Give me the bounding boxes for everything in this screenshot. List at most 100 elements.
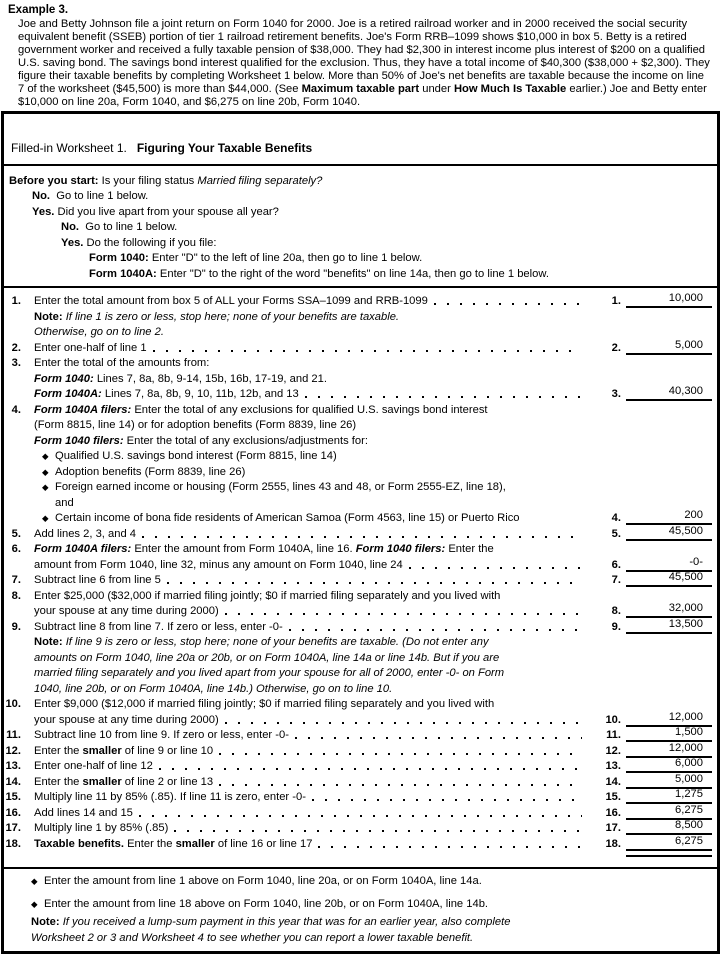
text-run: Yes. [32,205,55,218]
worksheet-line: No. Go to line 1 below. [9,188,717,204]
text-run: smaller [175,837,215,850]
line-number: 8. [11,589,21,602]
dot-leader [294,737,582,739]
line-text: Yes. Do the following if you file: [9,237,216,250]
line-text: Note: If line 1 is zero or less, stop he… [34,311,399,324]
amount-value: 12,000 [626,742,712,758]
text-run: Taxable benefits. [34,837,128,850]
worksheet-line: ◆ Foreign earned income or housing (Form … [4,479,712,495]
line-text: ◆ Adoption benefits (Form 8839, line 26) [34,466,245,479]
worksheet-line: Form 1040 filers: Enter the total of any… [4,432,712,448]
line-text: Otherwise, go on to line 2. [34,326,164,339]
line-text: ◆ Foreign earned income or housing (Form … [34,481,506,494]
worksheet-box: Filled-in Worksheet 1. Figuring Your Taxa… [1,111,720,954]
line-number: 16. [5,806,21,819]
line-text: ◆ Certain income of bona fide residents o… [34,512,520,525]
worksheet-line: Yes. Do the following if you file: [9,234,717,250]
dot-leader [174,830,582,832]
line-number: 11. [6,729,21,741]
line-ref: 6. [611,558,621,571]
worksheet-line: 10. Enter $9,000 ($12,000 if married fili… [4,696,712,712]
line-number: 2. [11,341,21,354]
amount-value: 5,000 [626,773,712,789]
amount-value: 45,500 [626,525,712,541]
line-number: 12. [5,744,21,757]
worksheet-line: 12. Enter the smaller of line 9 or line 1… [4,742,712,758]
text-run: Subtract line 8 from line 7. If zero or … [34,620,283,633]
line-text: Enter the smaller of line 9 or line 10 [34,745,213,758]
worksheet-line: Form 1040A: Lines 7, 8a, 8b, 9, 10, 11b,… [4,385,712,401]
line-text: 1040, line 20b, or on Form 1040A, line 1… [34,683,392,696]
line-text: amount from Form 1040, line 32, minus an… [34,559,403,572]
text-run: of line 2 or line 13 [121,775,214,788]
diamond-bullet-icon: ◆ [42,513,49,523]
worksheet-line: 3. Enter the total of the amounts from: [4,355,712,371]
dot-leader [219,783,582,786]
line-ref: 4. [611,512,621,524]
text-run: Enter the [448,543,494,555]
line-text: and [34,497,74,510]
text-run: Enter the amount from line 18 above on F… [44,897,489,910]
worksheet-title-prefix: Filled-in Worksheet 1. [11,141,127,155]
line-ref: 11. [606,729,621,741]
text-run: under [419,83,454,95]
line-ref: 18. [605,837,621,850]
line-ref: 8. [611,605,621,617]
line-text: Worksheet 2 or 3 and Worksheet 4 to see … [31,932,473,945]
line-ref: 9. [611,620,621,633]
text-run: Enter the amount from line 1 above on Fo… [44,875,482,887]
line-text: Yes. Did you live apart from your spouse… [9,206,279,219]
line-text: amounts on Form 1040, line 20a or 20b, o… [34,652,499,665]
worksheet-title: Filled-in Worksheet 1. Figuring Your Taxa… [4,114,717,164]
line-text: ◆ Qualified U.S. savings bond interest (F… [34,450,337,463]
line-number: 9. [11,620,21,633]
worksheet-line: ◆ Adoption benefits (Form 8839, line 26) [4,463,712,479]
line-ref: 13. [605,760,621,772]
amount-value: 45,500 [626,571,712,587]
text-run: If line 1 is zero or less, stop here; no… [65,310,400,323]
dot-leader [219,752,582,755]
line-text: Form 1040A filers: Enter the total of an… [34,404,488,417]
text-run: of line 16 or line 17 [214,837,313,850]
worksheet-lines-section: 1. Enter the total amount from box 5 of A… [4,285,717,867]
line-text: Add lines 14 and 15 [34,807,133,820]
line-text: Add lines 2, 3, and 4 [34,528,136,541]
worksheet-line: ◆ Qualified U.S. savings bond interest (F… [4,448,712,464]
text-run: Certain income of bona fide residents of… [55,512,520,524]
text-run: If line 9 is zero or less, stop here; no… [65,636,489,648]
line-ref: 17. [605,822,621,834]
dot-leader [318,845,582,848]
line-ref: 3. [611,388,621,400]
amount-value: 6,275 [626,835,712,857]
worksheet-line: 14. Enter the smaller of line 2 or line 1… [4,773,712,789]
dot-leader [311,799,582,801]
text-run: amounts on Form 1040, line 20a or 20b, o… [34,651,500,664]
example-paragraph: Joe and Betty Johnson file a joint retur… [18,18,712,109]
worksheet-line: 2. Enter one-half of line 1 2. 5,000 [4,339,712,355]
line-text: Form 1040: Lines 7, 8a, 8b, 9-14, 15b, 1… [34,373,327,386]
worksheet-line: your spouse at any time during 2000) 10. 1… [4,711,712,727]
text-run: Lines 7, 8a, 8b, 9-14, 15b, 16b, 17-19, … [96,372,327,385]
amount-value: 6,000 [626,757,712,773]
worksheet-line: No. Go to line 1 below. [9,219,717,235]
text-run: If you received a lump-sum payment in th… [62,916,511,928]
text-run: Enter the total amount from box 5 of ALL… [34,295,428,307]
worksheet-line: ◆ Enter the amount from line 1 above on F… [31,873,717,889]
text-run: Married filing separately? [197,174,323,187]
text-run: Qualified U.S. savings bond interest (Fo… [55,450,337,462]
before-you-start-section: Before you start: Is your filing status … [4,164,717,286]
amount-value: 5,000 [626,339,712,355]
line-number: 7. [11,574,21,586]
text-run: Maximum taxable part [301,83,420,95]
worksheet-title-main: Figuring Your Taxable Benefits [136,141,313,155]
text-run: Adoption benefits (Form 8839, line 26) [55,465,246,478]
worksheet-line: 18. Taxable benefits. Enter the smaller o… [4,835,712,857]
amount-value: -0- [626,556,712,572]
line-number: 13. [5,760,21,772]
line-text: Enter the total amount from box 5 of ALL… [34,295,428,308]
text-run: Note: [34,636,66,648]
line-number: 1. [11,295,21,307]
amount-value: 32,000 [626,602,712,618]
text-run: Multiply line 11 by 85% (.85). If line 1… [34,791,306,803]
